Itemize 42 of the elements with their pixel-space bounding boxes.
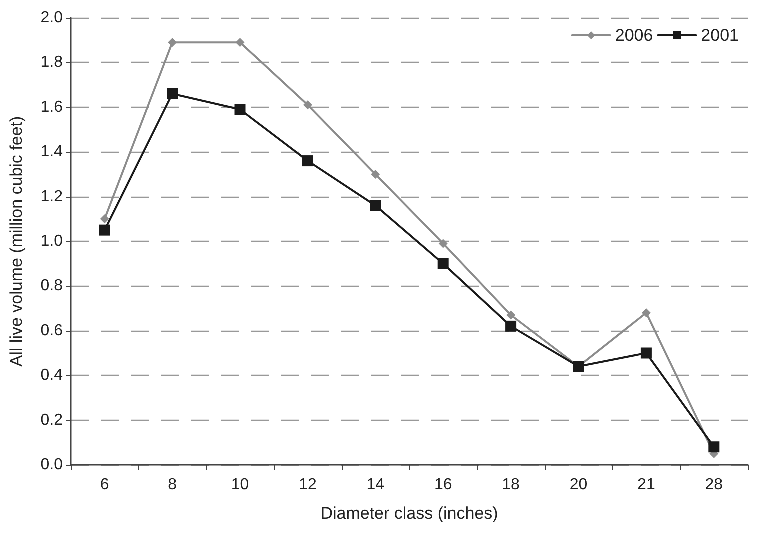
x-tick-label: 12 [299,476,317,494]
y-tick-label: 1.2 [40,188,64,206]
point [438,239,448,248]
point [167,88,178,100]
point [506,320,517,332]
point [99,224,110,236]
point [640,348,652,359]
x-tick-label: 14 [366,476,385,494]
y-tick-label: 1.6 [40,98,64,116]
x-tick-label: 28 [705,476,724,494]
point [370,200,382,212]
point [168,38,178,48]
point [438,258,449,270]
y-tick-label: 0.6 [40,322,64,340]
x-tick-label: 10 [231,476,250,494]
y-tick-label: 1.8 [40,54,64,72]
x-tick-label: 16 [434,476,452,494]
legend-label: 2001 [701,26,740,45]
point [236,38,245,48]
point [371,170,380,179]
y-tick-label: 0.2 [40,412,64,429]
point [234,104,246,116]
y-tick-label: 2.0 [40,10,64,26]
y-tick-label: 0.8 [40,278,64,295]
point [302,156,314,167]
x-tick-label: 21 [638,476,656,494]
y-axis-title: All live volume (million cubic feet) [7,116,26,367]
y-tick-label: 1.0 [40,233,64,250]
x-tick-label: 18 [502,476,520,494]
legend-label: 2006 [615,26,654,45]
x-axis-title: Diameter class (inches) [320,504,498,523]
point [100,214,110,224]
x-tick-label: 8 [168,476,178,494]
point [303,100,312,110]
point [642,308,651,318]
y-tick-label: 0.0 [40,456,64,474]
point [708,442,720,453]
y-tick-label: 0.4 [40,367,64,384]
x-tick-label: 20 [570,476,588,494]
y-tick-label: 1.4 [40,144,64,161]
x-tick-label: 6 [100,476,110,494]
point [506,310,516,320]
